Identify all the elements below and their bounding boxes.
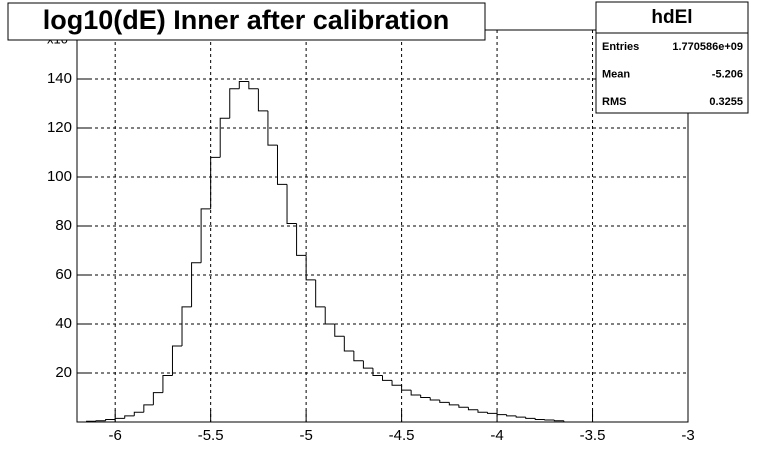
histogram-bin — [296, 223, 307, 256]
stats-value: 1.770586e+09 — [672, 41, 743, 53]
histogram-bin — [324, 306, 335, 325]
y-tick-label: 80 — [55, 217, 72, 234]
x-tick-label: -5 — [299, 427, 312, 444]
histogram-bin — [353, 350, 364, 362]
histogram-bin — [553, 420, 564, 422]
histogram-bin — [420, 395, 431, 398]
histogram-bin — [105, 419, 116, 421]
histogram-bin — [391, 380, 402, 386]
stats-value: -5.206 — [712, 68, 743, 80]
histogram-bin — [334, 324, 345, 337]
histogram-bin — [467, 407, 478, 411]
histogram-bin — [219, 117, 230, 158]
y-tick-label: 40 — [55, 315, 72, 332]
y-tick-label: 60 — [55, 266, 72, 283]
stats-value: 0.3255 — [709, 96, 743, 108]
histogram-bin — [515, 415, 526, 418]
y-tick-label: 120 — [47, 119, 72, 136]
histogram-bin — [238, 80, 249, 89]
x-tick-label: -6 — [109, 427, 122, 444]
histogram-bin — [525, 417, 536, 419]
histogram-bin — [276, 145, 288, 185]
chart-title: log10(dE) Inner after calibration — [43, 5, 450, 35]
y-tick-label: 100 — [47, 168, 72, 185]
histogram-bin — [506, 414, 517, 417]
stats-label: RMS — [602, 96, 626, 108]
y-tick-label: 20 — [55, 364, 72, 381]
histogram-bin — [458, 404, 469, 408]
histogram-bin — [229, 88, 240, 119]
histogram-bin — [143, 404, 154, 413]
x-tick-label: -3.5 — [580, 427, 606, 444]
histogram-bin — [477, 409, 488, 413]
histogram-bin — [401, 385, 412, 391]
x-tick-label: -5.5 — [198, 427, 224, 444]
histogram-bin — [343, 336, 354, 352]
x-tick-label: -4.5 — [389, 427, 415, 444]
histogram-bin — [181, 306, 192, 347]
histogram-bin — [372, 368, 383, 376]
histogram-bin — [133, 411, 144, 416]
histogram-bin — [448, 402, 459, 406]
stats-label: Entries — [602, 41, 639, 53]
histogram-bin — [114, 417, 125, 420]
histogram-bin — [200, 208, 211, 263]
histogram-bin — [362, 360, 373, 369]
title-box — [7, 2, 486, 41]
x-tick-label: -4 — [490, 427, 503, 444]
x-tick-label: -3 — [681, 427, 694, 444]
histogram-bin — [152, 392, 163, 405]
histogram-bin — [171, 345, 183, 376]
y-tick-label: 140 — [47, 70, 72, 87]
histogram-bin — [429, 397, 440, 401]
histogram-bin — [315, 279, 326, 308]
histogram-bin — [210, 156, 221, 209]
histogram-bin — [496, 413, 507, 416]
histogram-bin — [382, 375, 393, 381]
stats-title: hdEl — [651, 7, 692, 28]
histogram-bin — [286, 184, 297, 225]
histogram-bin — [487, 412, 498, 414]
stats-box — [595, 1, 749, 114]
histogram-bin — [410, 390, 421, 396]
histogram-bin — [248, 81, 259, 90]
histogram-bin — [162, 374, 173, 393]
histogram-bin — [191, 262, 202, 307]
histogram-bin — [305, 255, 316, 281]
histogram-bin — [439, 399, 450, 403]
histogram-bin — [257, 88, 268, 112]
histogram-bin — [534, 418, 545, 421]
stats-label: Mean — [602, 68, 630, 80]
histogram-bin — [267, 110, 278, 146]
histogram-bin — [124, 415, 135, 419]
